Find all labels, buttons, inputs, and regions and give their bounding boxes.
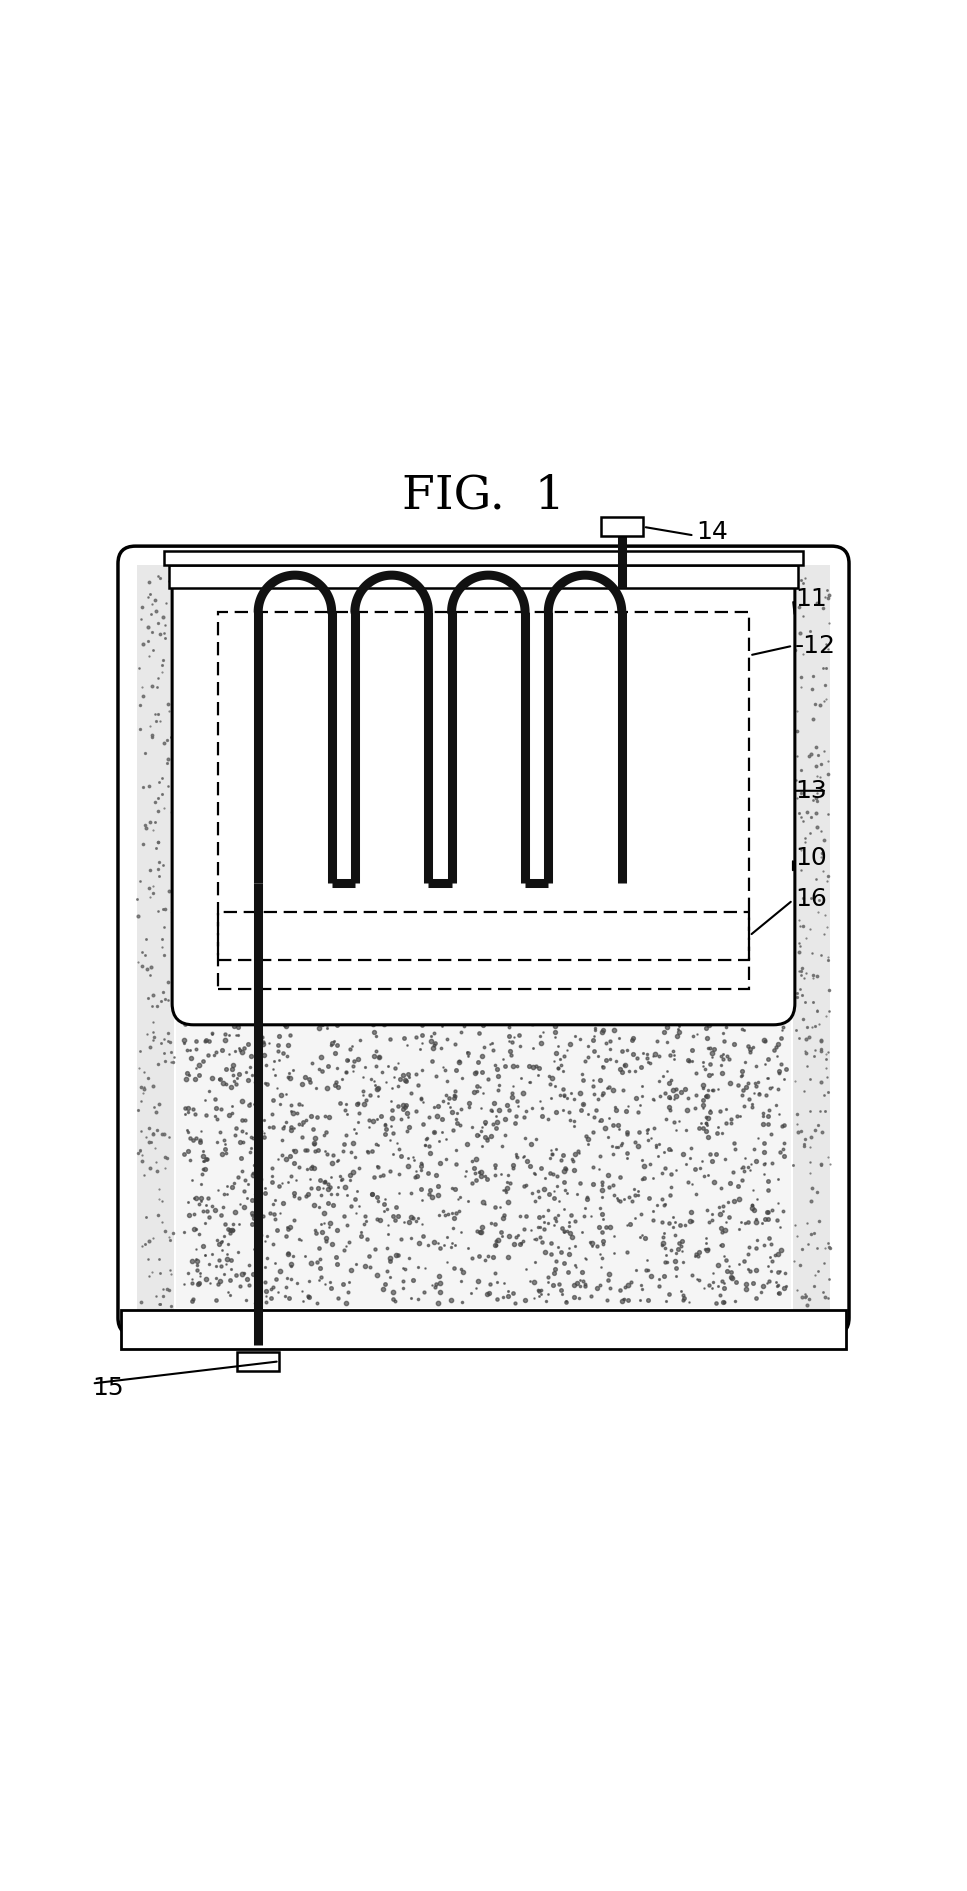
Bar [137, 565, 174, 1316]
Bar [237, 1352, 279, 1371]
Text: -12: -12 [795, 633, 835, 658]
Bar [218, 613, 749, 961]
Text: 15: 15 [92, 1377, 124, 1401]
Text: 11: 11 [795, 588, 827, 611]
FancyBboxPatch shape [172, 562, 795, 1025]
Bar [121, 1310, 846, 1348]
Text: 13: 13 [795, 779, 827, 804]
Text: FIG.  1: FIG. 1 [402, 473, 565, 518]
FancyBboxPatch shape [118, 546, 849, 1335]
Bar [793, 565, 830, 1316]
Text: 14: 14 [696, 520, 728, 543]
Bar [601, 516, 643, 537]
Bar [176, 1004, 791, 1309]
Bar [169, 565, 798, 588]
Bar [218, 911, 749, 989]
Text: 16: 16 [795, 887, 827, 911]
Bar [164, 550, 803, 565]
Text: 10: 10 [795, 847, 827, 870]
